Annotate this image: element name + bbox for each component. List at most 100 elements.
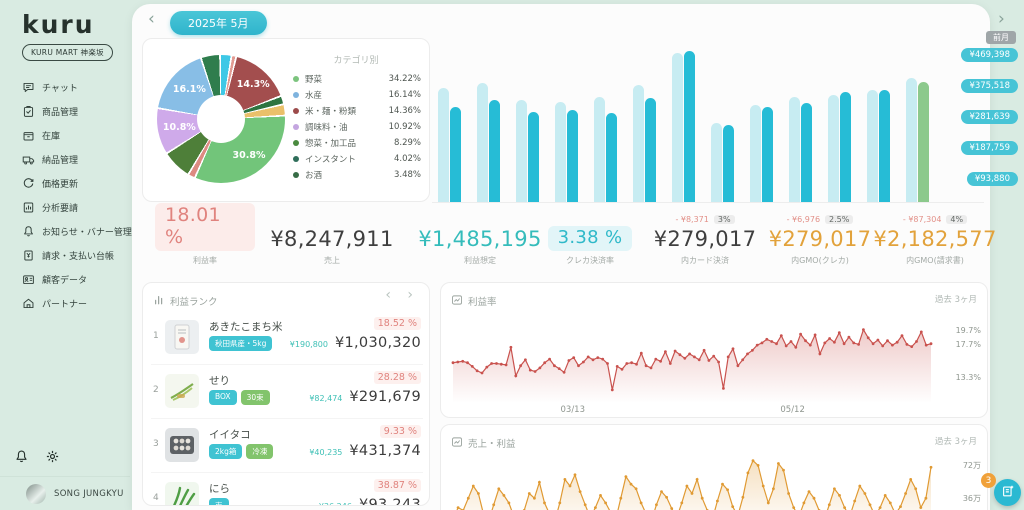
legend-row: インスタント 4.02% xyxy=(293,151,421,167)
current-month-pill[interactable]: 2025年 5月 xyxy=(170,11,267,35)
y-axis-label: 36万 xyxy=(962,494,981,504)
next-month-button[interactable]: › xyxy=(998,9,1005,29)
rank-row-2[interactable]: 2 せり BOX 30束 28.28 % ¥82,474 ¥291,679 xyxy=(151,365,423,419)
bar-prev xyxy=(672,53,683,202)
app-logo: kuru xyxy=(22,10,95,39)
legend-dot xyxy=(293,156,299,162)
sidebar-item-label: 商品管理 xyxy=(42,107,79,118)
legend-pct: 10.92% xyxy=(388,122,421,132)
sidebar-item-price-update[interactable]: 価格更新 xyxy=(22,171,130,195)
memo-add-icon xyxy=(1001,483,1015,502)
prev-month-button[interactable]: ‹ xyxy=(148,9,155,29)
legend-dot xyxy=(293,124,299,130)
donut-hole xyxy=(197,95,245,143)
delivery-icon xyxy=(22,153,35,166)
sidebar-item-analysis-request[interactable]: 分析要請 xyxy=(22,195,130,219)
product-tag: 束 xyxy=(209,498,229,505)
bar-prev xyxy=(516,100,527,202)
kpi-profit-rate: 18.01 % 利益率 xyxy=(155,203,255,266)
sidebar-item-products[interactable]: 商品管理 xyxy=(22,99,130,123)
sales-profit-period: 過去 3ヶ月 xyxy=(934,437,977,447)
profit-rank-panel: 利益ランク ‹ › 1 あきたこまち米 秋田県産・5kg 18.52 % ¥190,80… xyxy=(142,282,430,506)
kpi-label: クレカ決済率 xyxy=(566,256,614,265)
profit-value: ¥291,679 xyxy=(349,389,421,405)
category-panel: カテゴリ別 14.3% 30.8% 10.8% 16.1% 野菜 34.22% 水産 16.… xyxy=(142,38,430,202)
legend-label: 惣菜・加工品 xyxy=(305,139,357,149)
legend-dot xyxy=(293,92,299,98)
product-image xyxy=(165,428,199,462)
sidebar-footer-icons xyxy=(14,449,60,464)
rank-row-1[interactable]: 1 あきたこまち米 秋田県産・5kg 18.52 % ¥190,800 ¥1,030,32… xyxy=(151,311,423,365)
rank-number: 2 xyxy=(153,385,159,395)
bar-prev xyxy=(789,97,800,202)
gear-icon[interactable] xyxy=(45,449,60,464)
donut-slice-label: 14.3% xyxy=(236,79,270,91)
kpi-card-payment: - ¥8,371 3% ¥279,017 内カード決済 xyxy=(645,204,765,266)
kpi-value: ¥279,017 xyxy=(653,226,757,251)
kpi-label: 利益想定 xyxy=(464,256,496,265)
legend-row: 米・麺・粉類 14.36% xyxy=(293,103,421,119)
sidebar-item-inventory[interactable]: 在庫 xyxy=(22,123,130,147)
legend-row: 水産 16.14% xyxy=(293,87,421,103)
kpi-delta-pct: 2.5% xyxy=(825,214,854,224)
rank-prev-button[interactable]: ‹ xyxy=(385,287,391,303)
user-profile[interactable]: SONG JUNGKYU xyxy=(0,476,130,510)
profit-pct: 38.87 % xyxy=(373,479,421,492)
profit-sub-value: ¥40,235 xyxy=(309,448,343,457)
sidebar-item-billing[interactable]: 請求・支払い台帳 xyxy=(22,243,130,267)
products-icon xyxy=(22,105,35,118)
prev-month-badge: 前月 xyxy=(986,31,1016,44)
profit-sub-value: ¥36,246 xyxy=(319,502,352,505)
rank-row-3[interactable]: 3 イイタコ 2kg箱 冷凍 9.33 % ¥40,235 ¥431,374 xyxy=(151,419,423,473)
category-legend: 野菜 34.22% 水産 16.14% 米・麺・粉類 14.36% 調味料・油 10.92% 惣… xyxy=(293,71,421,183)
bar-current xyxy=(567,110,578,202)
profit-sub-value: ¥190,800 xyxy=(289,340,328,349)
inventory-icon xyxy=(22,129,35,142)
bar-current xyxy=(762,107,773,202)
chat-icon xyxy=(22,81,35,94)
sidebar-item-notice-banner[interactable]: お知らせ・バナー管理 xyxy=(22,219,132,243)
sidebar-item-customers[interactable]: 顧客データ xyxy=(22,267,130,291)
kpi-value: 3.38 % xyxy=(547,226,633,251)
bar-current xyxy=(684,51,695,202)
category-panel-title: カテゴリ別 xyxy=(333,56,379,66)
sidebar-item-label: 請求・支払い台帳 xyxy=(42,251,115,262)
sidebar-item-delivery[interactable]: 納品管理 xyxy=(22,147,130,171)
partner-icon xyxy=(22,297,35,310)
profit-pct: 9.33 % xyxy=(379,425,421,438)
product-tag: 秋田県産・5kg xyxy=(209,336,273,351)
rank-pagination: ‹ › xyxy=(379,287,419,303)
profit-rate-line-chart xyxy=(451,328,933,403)
memo-add-button[interactable] xyxy=(994,479,1021,506)
legend-row: 野菜 34.22% xyxy=(293,71,421,87)
kpi-delta-pct: 3% xyxy=(713,214,735,224)
product-tags: BOX 30束 xyxy=(209,390,270,405)
legend-pct: 8.29% xyxy=(393,138,421,148)
bell-icon[interactable] xyxy=(14,449,29,464)
sales-profit-title: 売上・利益 xyxy=(468,438,516,450)
sidebar-item-chat[interactable]: チャット xyxy=(22,75,130,99)
legend-label: 水産 xyxy=(305,91,323,101)
bar-current xyxy=(879,90,890,202)
kpi-label: 売上 xyxy=(324,256,340,265)
kpi-profit-forecast: ¥1,485,195 利益想定 xyxy=(410,204,550,266)
price-refresh-icon xyxy=(22,177,35,190)
bar-prev xyxy=(867,90,878,202)
donut-slice-label: 16.1% xyxy=(172,83,206,95)
rank-next-button[interactable]: › xyxy=(407,287,413,303)
bar-axis-pill: ¥93,880 xyxy=(966,172,1018,186)
sidebar-item-partner[interactable]: パートナー xyxy=(22,291,130,315)
profit-value: ¥431,374 xyxy=(349,443,421,459)
rank-row-4[interactable]: 4 にら束 38.87 % ¥36,246 ¥93,243 xyxy=(151,473,423,505)
trend-chart-icon xyxy=(451,291,463,310)
bar-pair xyxy=(867,4,890,202)
legend-dot xyxy=(293,172,299,178)
bar-pair xyxy=(555,4,578,202)
kpi-delta-pct: 4% xyxy=(946,214,968,224)
bar-prev xyxy=(711,123,722,202)
product-tags: 束 xyxy=(209,498,229,505)
sales-profit-panel: 売上・利益 過去 3ヶ月 72万 36万 xyxy=(440,424,988,510)
legend-dot xyxy=(293,76,299,82)
rank-number: 4 xyxy=(153,493,159,503)
bar-pair xyxy=(594,4,617,202)
